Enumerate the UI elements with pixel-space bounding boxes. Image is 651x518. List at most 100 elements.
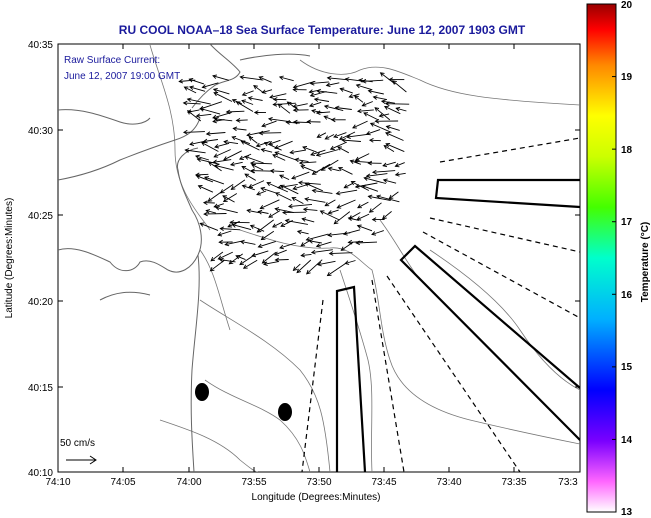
- lane-separation-dashes: [301, 137, 580, 472]
- current-vector-head: [316, 133, 322, 138]
- current-vector: [383, 145, 395, 152]
- current-vector-head: [352, 124, 357, 129]
- current-vector: [333, 132, 347, 138]
- current-vector: [274, 249, 287, 256]
- current-vector-head: [368, 137, 374, 143]
- current-vector-head: [278, 75, 284, 81]
- current-vector-head: [355, 83, 361, 89]
- current-vector-head: [188, 78, 194, 83]
- current-vector: [215, 206, 238, 214]
- current-vector-head: [298, 180, 303, 186]
- current-vector-head: [348, 93, 354, 99]
- current-vector-head: [269, 168, 275, 174]
- current-vector: [302, 146, 317, 153]
- current-vector-head: [235, 101, 241, 106]
- current-vector-head: [372, 95, 378, 100]
- current-vector: [300, 239, 311, 247]
- current-vector: [247, 130, 270, 136]
- current-vector-head: [341, 138, 346, 143]
- current-vector: [206, 210, 217, 214]
- x-tick-label: 73:50: [306, 477, 331, 488]
- dashed-boundary: [439, 137, 580, 163]
- current-vector: [201, 142, 219, 152]
- current-vector: [285, 219, 308, 225]
- colorbar-tick-labels: 20 19 18 17 16 15 14 13: [621, 0, 633, 518]
- current-vector: [250, 162, 273, 165]
- current-vector-head: [239, 260, 245, 266]
- current-vector-head: [195, 154, 200, 160]
- current-vector: [392, 80, 407, 93]
- current-vector: [330, 141, 347, 150]
- current-vector-head: [308, 102, 314, 108]
- x-tick-label: 73:55: [241, 477, 266, 488]
- current-vector: [235, 255, 246, 261]
- current-vector: [291, 171, 310, 179]
- current-vector-head: [304, 197, 310, 202]
- buoy-marker: [278, 403, 292, 421]
- bathymetry-contours: [149, 44, 580, 472]
- current-vector-head: [250, 168, 256, 173]
- current-vector-head: [251, 252, 257, 258]
- current-vector: [183, 131, 205, 133]
- x-tick-label: 73:40: [436, 477, 461, 488]
- current-vector-head: [356, 224, 362, 229]
- current-vector-head: [335, 190, 341, 196]
- dashed-boundary: [429, 217, 580, 253]
- current-vector: [247, 209, 260, 214]
- current-vector: [309, 240, 322, 244]
- current-vector-head: [333, 219, 339, 225]
- current-vector-head: [385, 125, 391, 130]
- current-vector: [335, 107, 352, 110]
- current-vector-head: [327, 232, 333, 238]
- current-vector: [363, 112, 378, 121]
- current-vector: [373, 96, 388, 101]
- current-vector-head: [384, 101, 390, 107]
- current-vector: [395, 172, 406, 176]
- current-vector: [236, 101, 254, 112]
- current-vector-head: [277, 103, 283, 109]
- current-vector: [203, 139, 218, 142]
- current-vector-head: [227, 223, 233, 228]
- dashed-boundary: [386, 275, 521, 472]
- current-vector-head: [210, 256, 216, 262]
- dashed-boundary: [301, 299, 324, 472]
- current-vector: [279, 174, 290, 181]
- current-vector-head: [249, 224, 255, 229]
- current-vector: [202, 82, 219, 88]
- current-vector-head: [253, 110, 259, 115]
- current-vector-head: [186, 97, 192, 103]
- current-vector: [279, 242, 297, 249]
- current-vector-head: [256, 228, 262, 233]
- current-vector-head: [371, 169, 377, 175]
- current-vector: [275, 208, 294, 214]
- current-vector-head: [392, 80, 397, 85]
- current-vector-head: [260, 235, 266, 241]
- current-vector-head: [327, 166, 333, 172]
- current-vector: [385, 132, 404, 141]
- current-vector-head: [388, 77, 394, 82]
- current-vector-head: [274, 151, 280, 156]
- current-vector: [232, 136, 251, 145]
- current-vector-head: [257, 243, 263, 249]
- current-vector-head: [207, 197, 213, 202]
- current-vector-head: [239, 239, 245, 245]
- current-vector-head: [316, 88, 321, 94]
- current-vector: [344, 182, 354, 189]
- current-vector-head: [235, 118, 241, 123]
- current-vector-head: [209, 267, 215, 272]
- current-vector: [309, 101, 322, 107]
- current-vector: [251, 250, 269, 257]
- current-vector: [299, 161, 317, 164]
- current-vector-head: [294, 157, 300, 163]
- current-vector: [366, 173, 388, 177]
- current-vector: [210, 251, 224, 262]
- current-vector-head: [258, 130, 264, 136]
- current-vector: [338, 167, 353, 175]
- current-vector: [214, 203, 224, 208]
- current-vector-head: [301, 217, 307, 222]
- current-vector-head: [280, 222, 286, 227]
- current-vector: [257, 219, 274, 233]
- current-vector-head: [337, 146, 343, 151]
- current-vector-head: [310, 249, 316, 255]
